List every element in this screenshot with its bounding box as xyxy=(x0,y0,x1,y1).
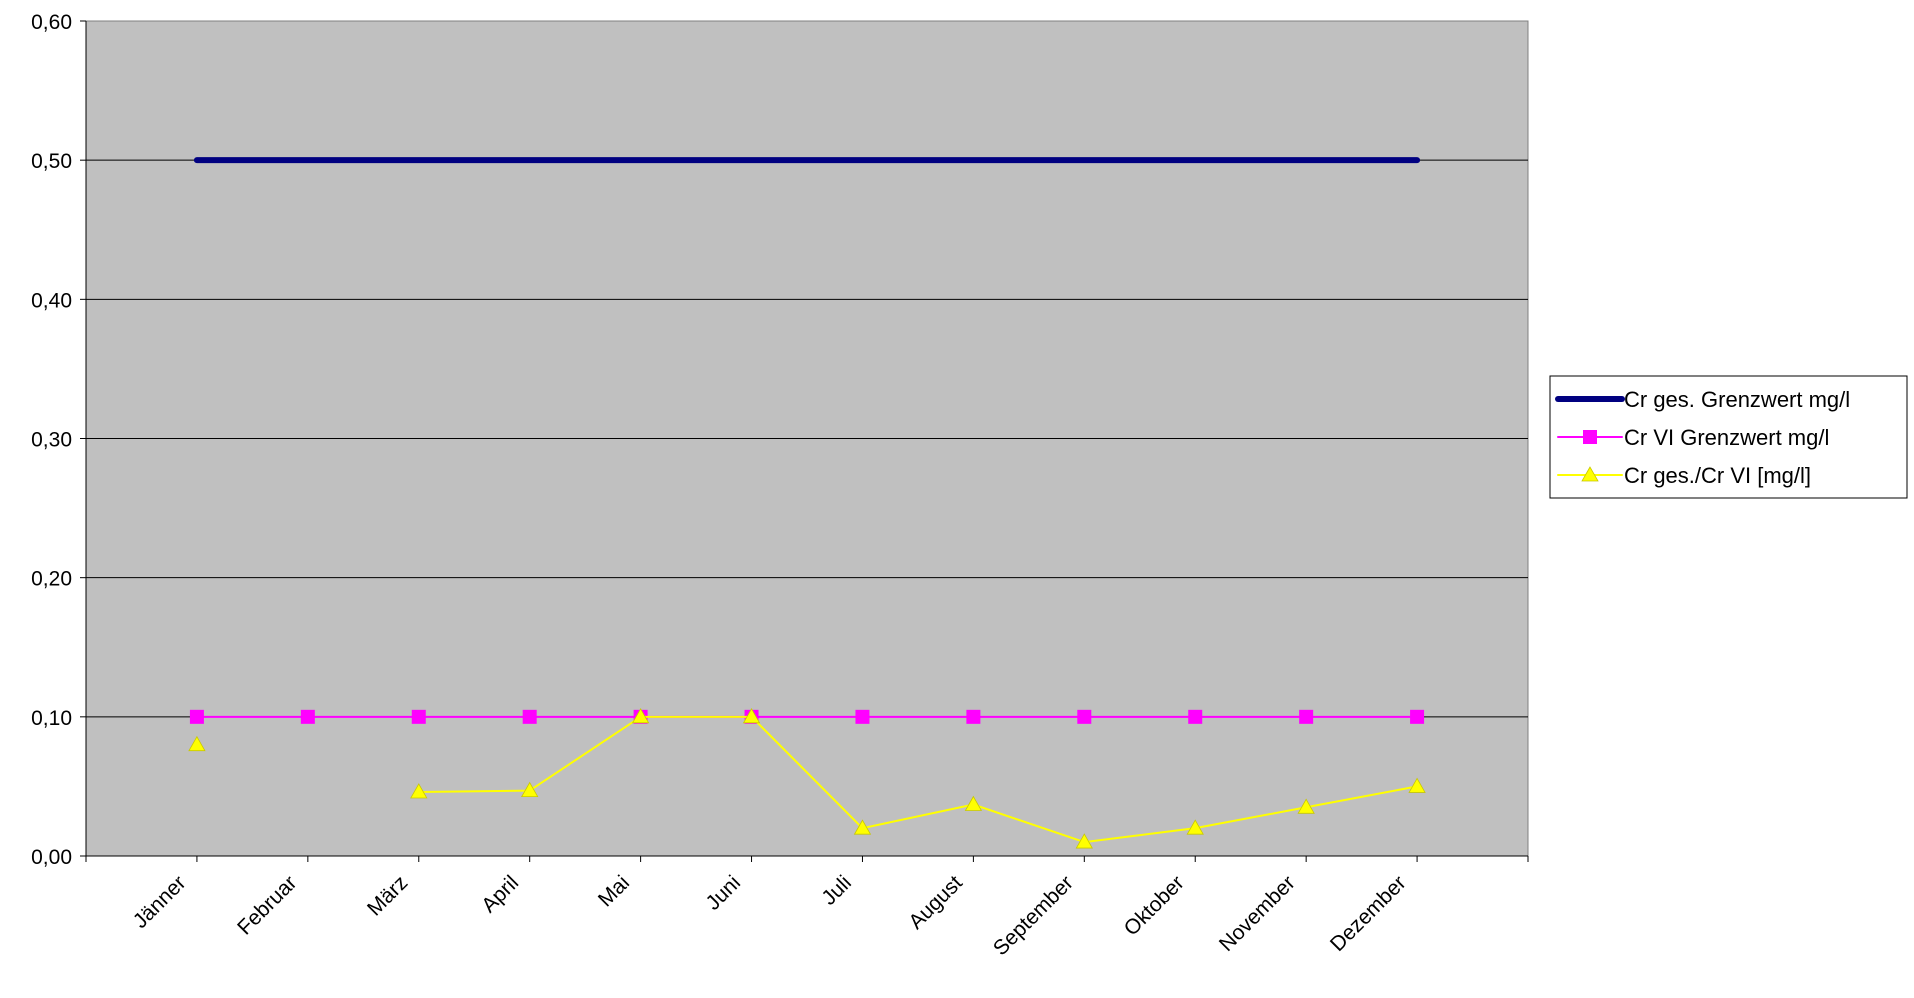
data-point xyxy=(1299,709,1314,724)
x-tick-label: April xyxy=(477,871,523,917)
y-tick-label: 0,10 xyxy=(31,707,72,730)
data-point xyxy=(411,709,426,724)
x-tick-label: Oktober xyxy=(1120,871,1189,940)
data-point xyxy=(1408,777,1426,793)
data-point xyxy=(1188,709,1203,724)
series-line xyxy=(417,715,1419,844)
legend-item: Cr VI Grenzwert mg/l xyxy=(1557,425,1829,450)
y-tick-label: 0,00 xyxy=(31,846,72,869)
x-tick-label: Juli xyxy=(817,871,856,910)
x-tick-label: August xyxy=(904,871,967,934)
data-point xyxy=(964,795,983,811)
y-tick-label: 0,50 xyxy=(31,150,72,173)
data-point xyxy=(1410,709,1425,724)
legend-label: Cr ges./Cr VI [mg/l] xyxy=(1624,463,1811,488)
y-tick-label: 0,20 xyxy=(31,568,72,591)
y-tick-label: 0,30 xyxy=(31,429,72,452)
data-point xyxy=(1075,833,1093,849)
data-point xyxy=(522,709,537,724)
data-point xyxy=(631,708,650,724)
x-tick-label: Dezember xyxy=(1326,871,1411,956)
series-group xyxy=(188,157,1426,849)
data-point xyxy=(1297,798,1315,814)
data-point xyxy=(188,735,206,752)
legend-item: Cr ges./Cr VI [mg/l] xyxy=(1557,463,1811,488)
legend-marker xyxy=(1581,466,1599,482)
legend-marker xyxy=(1583,430,1597,444)
plot-area xyxy=(85,20,1529,857)
data-point xyxy=(1186,819,1204,835)
data-point xyxy=(410,783,428,799)
legend-label: Cr ges. Grenzwert mg/l xyxy=(1624,387,1850,412)
legend-item: Cr ges. Grenzwert mg/l xyxy=(1555,387,1850,412)
data-point xyxy=(521,781,539,797)
data-point xyxy=(189,709,204,724)
data-point xyxy=(853,819,872,835)
x-tick-label: Jänner xyxy=(129,871,191,933)
data-point xyxy=(300,709,315,724)
y-tick-label: 0,40 xyxy=(31,289,72,312)
x-tick-label: Juni xyxy=(702,871,746,915)
x-tick-label: März xyxy=(363,871,412,920)
series-3 xyxy=(188,708,1426,849)
data-point xyxy=(742,708,761,724)
x-tick-label: Februar xyxy=(233,871,301,939)
legend: Cr ges. Grenzwert mg/l Cr VI Grenzwert mg… xyxy=(1549,375,1908,499)
y-tick-label: 0,60 xyxy=(31,11,72,34)
x-tick-label: November xyxy=(1215,871,1300,956)
x-tick-label: Mai xyxy=(594,871,634,911)
legend-label: Cr VI Grenzwert mg/l xyxy=(1624,425,1829,450)
x-tick-label: September xyxy=(989,871,1078,960)
data-point xyxy=(1077,709,1092,724)
data-point xyxy=(966,709,981,724)
data-point xyxy=(855,709,870,724)
series-2 xyxy=(189,709,1425,724)
